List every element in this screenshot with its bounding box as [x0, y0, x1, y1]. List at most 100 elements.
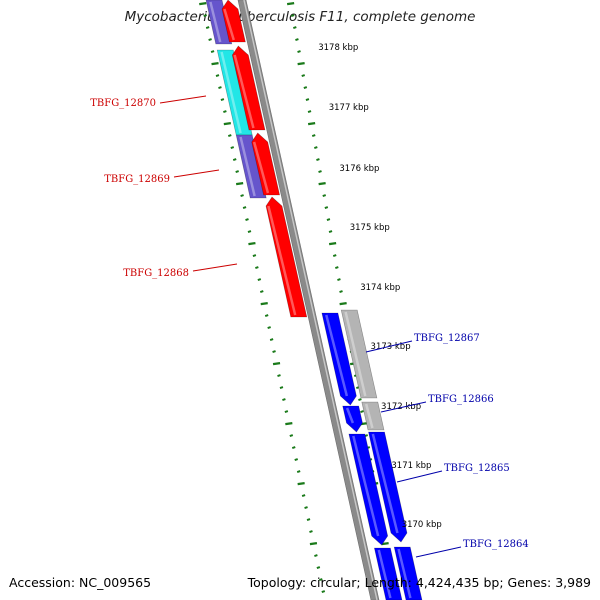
outer-tick	[314, 554, 318, 558]
inner-tick	[326, 218, 331, 222]
gene-feature-grey-2-shine	[364, 403, 374, 429]
accession-label: Accession: NC_009565	[9, 575, 152, 590]
inner-tick	[290, 14, 295, 18]
gene-feature-tbfg-12868	[265, 196, 308, 318]
gene-feature-bottom-blue	[393, 546, 423, 600]
outer-tick	[282, 398, 286, 402]
gene-feature-tbfg-12864	[374, 547, 403, 600]
gene-feature-tbfg-12864-shine	[377, 549, 392, 599]
gene-feature-purple	[235, 134, 267, 199]
backbone-highlight	[243, 0, 378, 600]
gene-feature-tbfg-12865	[348, 433, 389, 546]
outer-tick	[279, 386, 284, 390]
inner-tick	[314, 146, 318, 150]
inner-tick	[303, 86, 308, 90]
gene-feature-tbfg-12867-shine	[325, 314, 349, 397]
gene-feature-tbfg-12869	[251, 132, 280, 196]
outer-tick	[242, 206, 247, 210]
outer-tick	[223, 110, 227, 114]
inner-tick	[318, 182, 326, 186]
outer-tick	[230, 146, 235, 150]
gene-label-leader	[380, 401, 427, 413]
kbp-tick-label: 3176 kbp	[339, 164, 379, 174]
inner-tick	[358, 398, 362, 402]
inner-tick	[307, 122, 316, 126]
outer-tick	[211, 62, 219, 66]
gene-feature-tbfg-12867	[321, 312, 357, 406]
gene-label: TBFG_12864	[463, 539, 529, 550]
outer-tick	[215, 74, 220, 78]
outer-tick	[227, 134, 232, 138]
inner-tick	[293, 26, 297, 30]
outer-tick	[285, 422, 293, 426]
inner-tick	[339, 302, 347, 306]
outer-tick	[210, 50, 215, 54]
outer-tick	[218, 86, 222, 90]
outer-tick	[297, 482, 305, 486]
outer-tick	[203, 14, 208, 18]
inner-tick	[360, 410, 364, 414]
inner-tick	[301, 74, 306, 78]
gene-label-leader	[173, 169, 220, 178]
outer-tick	[252, 254, 257, 258]
inner-tick	[335, 266, 339, 270]
inner-tick	[332, 254, 337, 258]
gene-label-leader	[192, 263, 238, 272]
outer-tick	[235, 182, 244, 186]
inner-tick	[286, 2, 295, 6]
outer-tick	[267, 326, 271, 330]
gene-label: TBFG_12865	[444, 463, 510, 474]
outer-tick	[309, 530, 313, 534]
kbp-tick-label: 3173 kbp	[371, 342, 411, 352]
inner-tick	[307, 110, 312, 114]
outer-tick	[269, 338, 274, 342]
gene-feature-tbfg-12869-shine	[252, 141, 270, 194]
kbp-tick-label: 3172 kbp	[381, 402, 421, 412]
outer-tick	[319, 578, 323, 582]
gene-feature-tbfg-12866-shine	[371, 433, 399, 534]
inner-tick	[297, 50, 301, 54]
gene-label-leader	[365, 340, 413, 353]
outer-tick	[301, 494, 306, 498]
kbp-tick-label: 3178 kbp	[318, 43, 358, 53]
inner-tick	[295, 38, 299, 42]
kbp-tick-label: 3174 kbp	[360, 283, 400, 293]
outer-tick	[306, 518, 311, 522]
gene-label-leader	[396, 470, 443, 483]
outer-tick	[205, 26, 210, 30]
gene-feature-top-stub-shine	[209, 1, 222, 43]
outer-tick	[240, 194, 244, 198]
outer-tick	[289, 434, 294, 438]
gene-feature-tbfg-12866-inner-shine	[345, 407, 355, 424]
inner-tick	[305, 98, 310, 102]
outer-tick	[284, 410, 289, 414]
outer-tick	[255, 266, 259, 270]
gene-feature-top-red-shine	[223, 8, 235, 41]
gene-feature-purple-shine	[239, 136, 256, 197]
gene-feature-grey-2	[361, 401, 385, 431]
gene-label: TBFG_12869	[104, 174, 170, 185]
outer-tick	[260, 302, 268, 306]
gene-feature-tbfg-12870	[231, 45, 266, 131]
gene-label: TBFG_12867	[414, 333, 480, 344]
outer-tick	[259, 290, 264, 294]
gene-feature-bottom-blue-shine	[397, 548, 412, 599]
gene-labels: TBFG_12870 TBFG_12869 TBFG_12868 TBFG_12867…	[90, 95, 529, 558]
kbp-scale: 3178 kbp 3177 kbp 3176 kbp 3175 kbp 3174 kbp…	[318, 43, 442, 530]
outer-tick	[272, 362, 281, 366]
outer-tick	[247, 230, 252, 234]
outer-tick	[296, 470, 301, 474]
outer-tick	[199, 2, 207, 6]
inner-tick	[324, 206, 329, 210]
inner-tick	[339, 290, 343, 294]
gene-feature-grey-1-shine	[344, 311, 367, 397]
inner-tick	[297, 62, 305, 66]
outer-tick	[294, 458, 299, 462]
outer-tick	[235, 170, 239, 174]
gene-feature-top-stub	[205, 0, 233, 45]
kbp-tick-label: 3177 kbp	[329, 103, 369, 113]
outer-tick	[316, 566, 321, 570]
gene-feature-tbfg-12870-shine	[233, 54, 255, 129]
outer-tick	[223, 122, 231, 126]
